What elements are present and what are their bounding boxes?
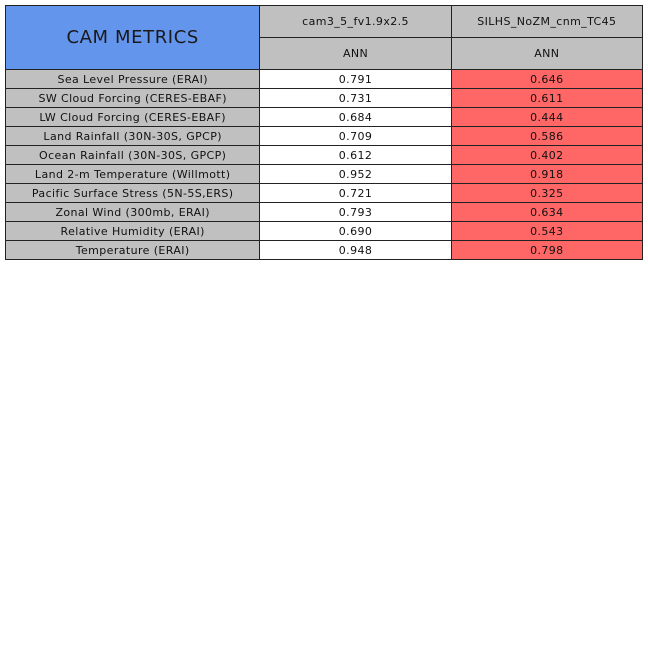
row-label: SW Cloud Forcing (CERES-EBAF) (4, 88, 261, 108)
metric-value-cell: 0.948 (259, 240, 452, 260)
table-row: Sea Level Pressure (ERAI) 0.791 0.646 (4, 69, 644, 89)
metric-value-cell: 0.634 (450, 202, 644, 222)
row-label: Sea Level Pressure (ERAI) (4, 69, 261, 89)
header-row-season: ANN ANN (6, 37, 644, 70)
row-label: Relative Humidity (ERAI) (4, 221, 261, 241)
table-row: Land Rainfall (30N-30S, GPCP) 0.709 0.586 (4, 126, 644, 146)
metric-value-cell: 0.612 (259, 145, 452, 165)
metrics-table: CAM METRICS cam3_5_fv1.9x2.5 SILHS_NoZM_… (4, 5, 644, 260)
header-row-model: CAM METRICS cam3_5_fv1.9x2.5 SILHS_NoZM_… (4, 5, 644, 70)
row-label: Ocean Rainfall (30N-30S, GPCP) (4, 145, 261, 165)
metric-value-cell: 0.731 (259, 88, 452, 108)
column-header-model-1: SILHS_NoZM_cnm_TC45 (450, 5, 644, 38)
table-row: LW Cloud Forcing (CERES-EBAF) 0.684 0.444 (4, 107, 644, 127)
metric-value-cell: 0.798 (450, 240, 644, 260)
row-label: Land Rainfall (30N-30S, GPCP) (4, 126, 261, 146)
table-row: Ocean Rainfall (30N-30S, GPCP) 0.612 0.402 (4, 145, 644, 165)
row-label: Zonal Wind (300mb, ERAI) (4, 202, 261, 222)
table-row: Pacific Surface Stress (5N-5S,ERS) 0.721 0… (4, 183, 644, 203)
metric-value-cell: 0.690 (259, 221, 452, 241)
table-title: CAM METRICS (4, 5, 261, 70)
row-label: Land 2-m Temperature (Willmott) (4, 164, 261, 184)
metric-value-cell: 0.684 (259, 107, 452, 127)
row-label: LW Cloud Forcing (CERES-EBAF) (4, 107, 261, 127)
metric-value-cell: 0.793 (259, 202, 452, 222)
table-row: Land 2-m Temperature (Willmott) 0.952 0.91… (4, 164, 644, 184)
row-label: Temperature (ERAI) (4, 240, 261, 260)
row-label: Pacific Surface Stress (5N-5S,ERS) (4, 183, 261, 203)
column-header-season-0: ANN (259, 37, 452, 70)
table-row: Relative Humidity (ERAI) 0.690 0.543 (4, 221, 644, 241)
table-row: SW Cloud Forcing (CERES-EBAF) 0.731 0.611 (4, 88, 644, 108)
metric-value-cell: 0.709 (259, 126, 452, 146)
metric-value-cell: 0.402 (450, 145, 644, 165)
column-header-season-1: ANN (450, 37, 644, 70)
table-row: Temperature (ERAI) 0.948 0.798 (4, 240, 644, 260)
metric-value-cell: 0.325 (450, 183, 644, 203)
column-header-model-0: cam3_5_fv1.9x2.5 (259, 5, 452, 38)
metric-value-cell: 0.646 (450, 69, 644, 89)
table-row: Zonal Wind (300mb, ERAI) 0.793 0.634 (4, 202, 644, 222)
metric-value-cell: 0.611 (450, 88, 644, 108)
metric-value-cell: 0.918 (450, 164, 644, 184)
metric-value-cell: 0.791 (259, 69, 452, 89)
metric-value-cell: 0.952 (259, 164, 452, 184)
metric-value-cell: 0.444 (450, 107, 644, 127)
metric-value-cell: 0.543 (450, 221, 644, 241)
metric-value-cell: 0.721 (259, 183, 452, 203)
metric-value-cell: 0.586 (450, 126, 644, 146)
